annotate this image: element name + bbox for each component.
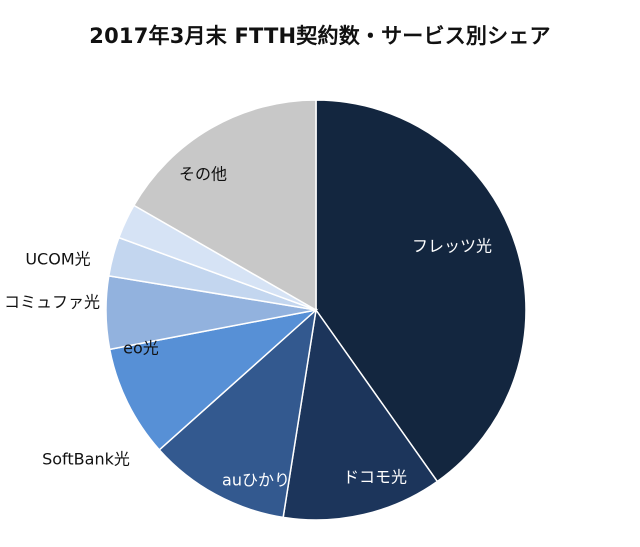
pie-slice-3 — [158, 308, 318, 519]
slice-label-7: UCOM光 — [25, 250, 90, 269]
slice-label-5: eo光 — [123, 339, 159, 358]
chart-title: 2017年3月末 FTTH契約数・サービス別シェア — [89, 24, 551, 48]
pie-slice-2 — [282, 308, 439, 521]
pie-slice-4 — [108, 308, 319, 451]
slice-label-2: ドコモ光 — [343, 468, 407, 487]
slice-label-6: コミュファ光 — [4, 293, 100, 312]
slice-label-8: その他 — [179, 165, 227, 184]
slice-label-3: auひかり — [222, 471, 290, 490]
pie-slices — [105, 99, 527, 521]
slice-label-1: フレッツ光 — [412, 237, 492, 256]
pie-slice-8 — [132, 99, 317, 312]
slice-label-4: SoftBank光 — [42, 450, 130, 469]
pie-slice-1 — [315, 99, 527, 483]
